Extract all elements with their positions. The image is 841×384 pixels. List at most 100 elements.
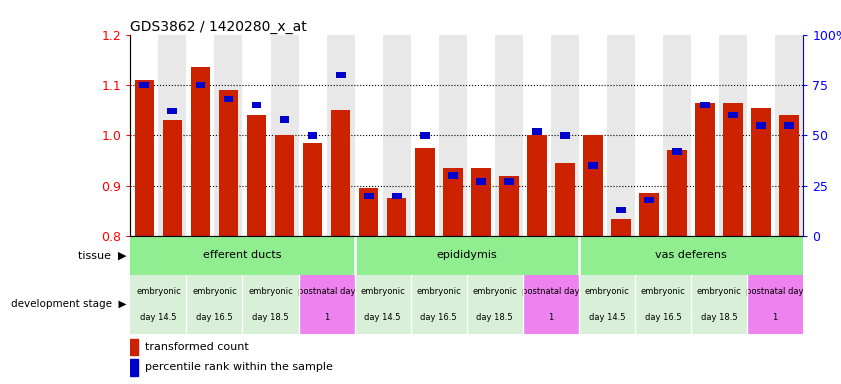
Bar	[415, 148, 435, 236]
Bar	[667, 151, 687, 236]
Text: GDS3862 / 1420280_x_at: GDS3862 / 1420280_x_at	[130, 20, 307, 33]
Text: embryonic: embryonic	[584, 287, 629, 296]
Bar	[195, 82, 205, 88]
Text: day 18.5: day 18.5	[477, 313, 513, 322]
Text: postnatal day: postnatal day	[298, 287, 356, 296]
Bar	[130, 359, 139, 376]
Bar	[780, 115, 799, 236]
Text: day 14.5: day 14.5	[364, 313, 401, 322]
Bar	[359, 188, 378, 236]
Bar	[392, 192, 401, 199]
Text: postnatal day: postnatal day	[522, 287, 579, 296]
Bar	[191, 67, 210, 236]
Text: embryonic: embryonic	[360, 287, 405, 296]
Bar	[499, 176, 519, 236]
Bar	[635, 35, 663, 236]
Text: day 14.5: day 14.5	[589, 313, 625, 322]
Bar	[611, 218, 631, 236]
Bar	[560, 132, 569, 139]
Bar	[242, 275, 299, 334]
Text: epididymis: epididymis	[436, 250, 497, 260]
Bar	[308, 132, 317, 139]
Bar	[719, 35, 747, 236]
Bar	[443, 168, 463, 236]
Text: 1: 1	[548, 313, 553, 322]
Bar	[756, 122, 766, 129]
Bar	[747, 275, 803, 334]
Bar	[420, 132, 430, 139]
Bar	[410, 35, 439, 236]
Bar	[363, 192, 373, 199]
Bar	[471, 168, 490, 236]
Bar	[747, 35, 775, 236]
Text: day 16.5: day 16.5	[645, 313, 681, 322]
Bar	[303, 143, 322, 236]
Text: day 14.5: day 14.5	[140, 313, 177, 322]
Bar	[467, 275, 523, 334]
Bar	[187, 35, 214, 236]
Bar	[242, 35, 271, 236]
Bar	[700, 102, 710, 108]
Bar	[663, 35, 691, 236]
Text: tissue  ▶: tissue ▶	[77, 250, 126, 260]
Bar	[583, 136, 603, 236]
Bar	[383, 35, 410, 236]
Bar	[158, 35, 187, 236]
Bar	[224, 96, 233, 103]
Text: embryonic: embryonic	[192, 287, 237, 296]
Bar	[579, 275, 635, 334]
Bar	[246, 115, 267, 236]
Bar	[728, 112, 738, 119]
Bar	[410, 275, 467, 334]
Bar	[616, 207, 626, 213]
Bar	[271, 35, 299, 236]
Text: embryonic: embryonic	[641, 287, 685, 296]
Bar	[387, 199, 406, 236]
Text: day 16.5: day 16.5	[420, 313, 457, 322]
Bar	[299, 275, 355, 334]
Bar	[527, 136, 547, 236]
Text: embryonic: embryonic	[696, 287, 742, 296]
Bar	[187, 275, 242, 334]
Text: embryonic: embryonic	[136, 287, 181, 296]
Text: 1: 1	[324, 313, 329, 322]
Bar	[555, 163, 574, 236]
Bar	[130, 275, 187, 334]
Text: percentile rank within the sample: percentile rank within the sample	[145, 362, 333, 372]
Bar	[691, 275, 747, 334]
Bar	[523, 275, 579, 334]
Bar	[130, 339, 139, 355]
Bar	[275, 136, 294, 236]
Bar	[495, 35, 523, 236]
Text: efferent ducts: efferent ducts	[204, 250, 282, 260]
Text: development stage  ▶: development stage ▶	[11, 299, 126, 310]
Bar	[130, 236, 355, 275]
Bar	[439, 35, 467, 236]
Bar	[251, 102, 262, 108]
Bar	[130, 35, 158, 236]
Text: embryonic: embryonic	[248, 287, 293, 296]
Bar	[639, 193, 659, 236]
Text: day 16.5: day 16.5	[196, 313, 233, 322]
Bar	[672, 148, 682, 155]
Text: vas deferens: vas deferens	[655, 250, 727, 260]
Bar	[551, 35, 579, 236]
Bar	[326, 35, 355, 236]
Text: transformed count: transformed count	[145, 341, 249, 351]
Bar	[751, 108, 771, 236]
Bar	[162, 120, 182, 236]
Text: day 18.5: day 18.5	[701, 313, 738, 322]
Bar	[635, 275, 691, 334]
Bar	[355, 236, 579, 275]
Text: embryonic: embryonic	[473, 287, 517, 296]
Bar	[644, 197, 653, 203]
Bar	[775, 35, 803, 236]
Text: day 18.5: day 18.5	[252, 313, 288, 322]
Bar	[355, 275, 410, 334]
Bar	[784, 122, 794, 129]
Bar	[279, 116, 289, 122]
Bar	[467, 35, 495, 236]
Bar	[476, 179, 485, 185]
Bar	[532, 128, 542, 135]
Bar	[579, 236, 803, 275]
